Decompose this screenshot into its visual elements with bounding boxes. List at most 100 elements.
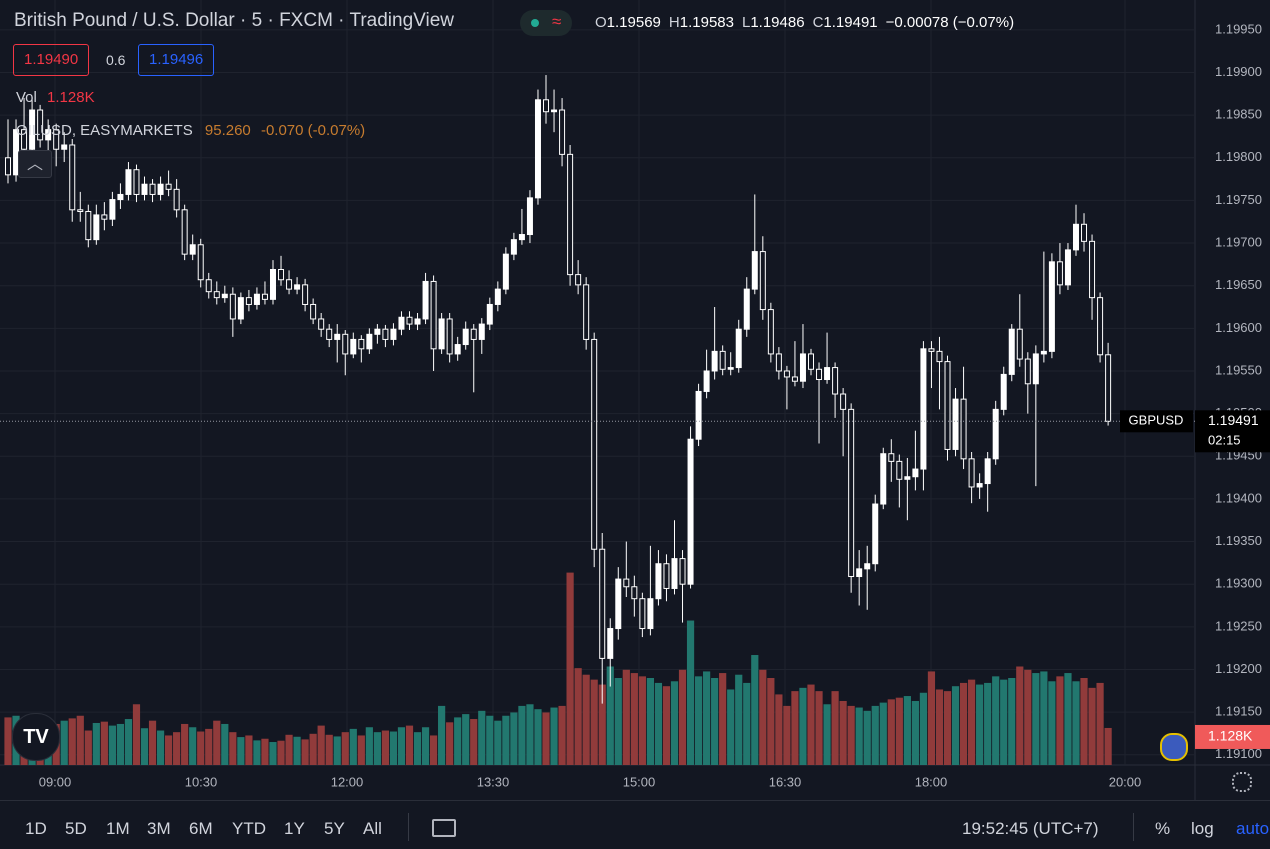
percent-toggle[interactable]: % xyxy=(1155,819,1171,838)
volume-bar xyxy=(791,691,799,765)
volume-bar xyxy=(727,689,735,765)
volume-bar xyxy=(373,732,381,765)
volume-bar xyxy=(574,668,582,765)
candle-body xyxy=(133,169,140,195)
candle-body xyxy=(880,453,887,505)
candle-body xyxy=(101,214,108,220)
volume-bar xyxy=(1048,681,1056,765)
candle-body xyxy=(245,297,252,305)
candle-body xyxy=(518,234,525,241)
volume-bar xyxy=(1072,681,1080,765)
volume-bar xyxy=(646,677,654,765)
volume-bar xyxy=(847,705,855,765)
candle-body xyxy=(1032,353,1039,385)
volume-bar xyxy=(124,719,133,765)
sell-button[interactable]: 1.19490 xyxy=(13,44,90,76)
volume-bar xyxy=(478,710,486,765)
candle-body xyxy=(326,328,333,340)
candle-body xyxy=(984,458,991,485)
candle-body xyxy=(1097,297,1104,356)
candle-body xyxy=(253,293,260,305)
clock: 19:52:45 (UTC+7) xyxy=(962,819,1099,838)
candle-body xyxy=(1064,249,1071,286)
volume-bar xyxy=(84,730,92,765)
candle-body xyxy=(647,598,654,630)
candle-body xyxy=(639,598,646,630)
auto-toggle[interactable]: auto xyxy=(1236,819,1270,838)
candle-body xyxy=(438,318,445,350)
buy-button[interactable]: 1.19496 xyxy=(138,44,215,76)
volume-bar xyxy=(237,737,245,765)
candle-body xyxy=(229,293,236,320)
x-tick-label: 09:00 xyxy=(39,774,72,789)
volume-bar xyxy=(678,669,687,765)
candle-body xyxy=(767,309,774,355)
volume-bar xyxy=(662,686,671,765)
candle-body xyxy=(109,199,116,220)
candle-body xyxy=(37,109,44,141)
volume-bar xyxy=(767,677,775,765)
candle-body xyxy=(286,279,293,290)
candle-body xyxy=(502,253,509,290)
settings-icon[interactable] xyxy=(1232,772,1252,792)
candle-body xyxy=(406,316,413,325)
y-tick-label: 1.19950 xyxy=(1215,21,1262,36)
candle-body xyxy=(567,153,574,276)
range-button[interactable]: YTD xyxy=(232,819,266,838)
x-tick-label: 15:00 xyxy=(623,774,656,789)
collapse-button[interactable]: ︿ xyxy=(18,150,52,178)
candle-body xyxy=(631,586,638,600)
price-label-bg xyxy=(1195,410,1270,453)
volume-bar xyxy=(309,733,317,765)
range-button[interactable]: 3M xyxy=(147,819,171,838)
log-toggle[interactable]: log xyxy=(1191,819,1214,838)
volume-bar xyxy=(301,739,309,765)
range-button[interactable]: 5D xyxy=(65,819,87,838)
volume-bar xyxy=(405,725,414,765)
volume-title: Vol xyxy=(16,89,37,106)
volume-bar xyxy=(863,710,871,765)
spread: 0.6 xyxy=(106,52,126,68)
volume-bar xyxy=(871,705,879,765)
y-tick-label: 1.19650 xyxy=(1215,277,1262,292)
volume-bar xyxy=(743,682,751,765)
candle-body xyxy=(294,284,301,290)
candle-body xyxy=(526,197,533,236)
volume-bar xyxy=(670,681,679,765)
range-button[interactable]: 1D xyxy=(25,819,47,838)
candle-body xyxy=(334,333,341,340)
candle-body xyxy=(912,468,919,478)
candle-body xyxy=(302,284,309,305)
candle-body xyxy=(816,368,823,381)
volume-bar xyxy=(181,723,189,765)
volume-bar xyxy=(823,704,831,765)
candle-body xyxy=(591,338,598,550)
candle-body xyxy=(1072,223,1079,251)
range-button[interactable]: 1Y xyxy=(284,819,305,838)
candle-body xyxy=(125,169,132,195)
volume-bar xyxy=(413,732,422,765)
date-range-icon[interactable] xyxy=(432,819,456,837)
candle-body xyxy=(904,476,911,480)
volume-bar xyxy=(807,684,815,765)
volume-bar xyxy=(100,721,108,765)
range-button[interactable]: All xyxy=(363,819,382,838)
volume-bar xyxy=(189,727,197,765)
range-button[interactable]: 6M xyxy=(189,819,213,838)
candle-body xyxy=(896,460,903,480)
volume-bar xyxy=(221,723,229,765)
range-button[interactable]: 5Y xyxy=(324,819,345,838)
volume-label-bg xyxy=(1195,724,1270,749)
range-button[interactable]: 1M xyxy=(106,819,130,838)
candle-body xyxy=(269,268,276,300)
candle-body xyxy=(687,438,694,585)
candle-body xyxy=(165,183,172,190)
candle-body xyxy=(470,328,477,340)
candle-body xyxy=(414,318,421,325)
volume-bar xyxy=(421,727,430,765)
candle-body xyxy=(703,370,710,392)
volume-bar xyxy=(1000,679,1008,765)
logo[interactable]: TV xyxy=(12,713,60,761)
candle-body xyxy=(920,348,927,470)
